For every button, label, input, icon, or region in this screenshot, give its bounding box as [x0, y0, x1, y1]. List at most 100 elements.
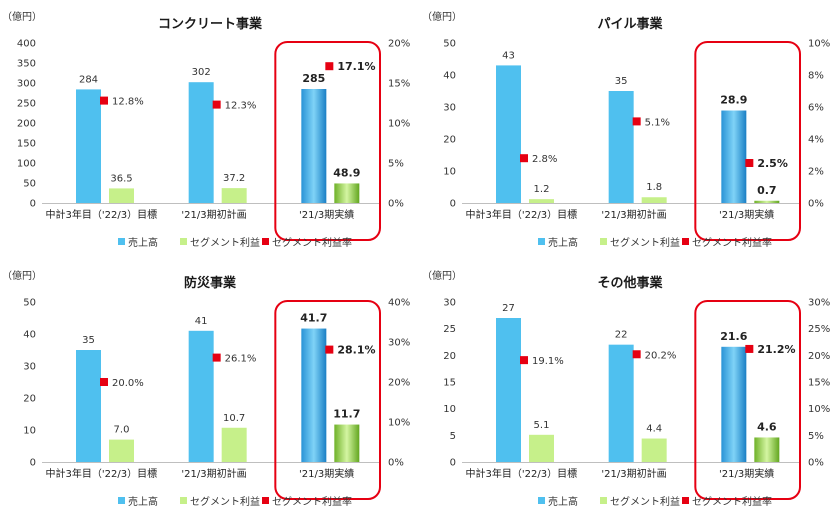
x-category-label: '21/3期実績 — [719, 208, 774, 221]
legend-swatch — [600, 497, 607, 504]
bar-sales — [301, 328, 327, 462]
y2-tick-label: 10% — [808, 404, 830, 415]
y2-tick-label: 15% — [808, 378, 830, 389]
data-label-rate: 28.1% — [337, 344, 375, 357]
data-label-rate: 20.2% — [645, 350, 677, 361]
bar-sales — [496, 65, 521, 204]
data-label-rate: 5.1% — [645, 117, 670, 128]
y2-tick-label: 30% — [388, 338, 410, 349]
y-tick-label: 5 — [450, 431, 456, 442]
y2-tick-label: 30% — [808, 298, 830, 309]
y-tick-label: 400 — [17, 39, 36, 50]
y-tick-label: 350 — [17, 59, 36, 70]
y2-tick-label: 20% — [388, 378, 410, 389]
bar-sales — [608, 344, 634, 462]
x-category-label: '21/3期実績 — [299, 467, 354, 480]
legend-label: 売上高 — [128, 236, 158, 249]
highlight-frame — [274, 41, 382, 241]
legend-label: セグメント利益 — [190, 236, 260, 249]
y-tick-label: 20 — [443, 351, 456, 362]
bar-sales — [76, 89, 101, 203]
y-tick-label: 0 — [30, 199, 36, 210]
x-category-label: 中計3年目（'22/3）目標 — [466, 467, 578, 480]
legend-label: セグメント利益 — [610, 236, 680, 249]
legend-swatch — [538, 238, 545, 245]
y-tick-label: 0 — [450, 458, 456, 469]
x-category-label: 中計3年目（'22/3）目標 — [46, 467, 158, 480]
data-label-rate: 21.2% — [757, 343, 795, 356]
y2-tick-label: 25% — [808, 324, 830, 335]
y2-tick-label: 10% — [388, 119, 410, 130]
legend-label: 売上高 — [548, 236, 578, 249]
y-axis-unit: （億円） — [2, 10, 42, 23]
y2-tick-label: 0% — [808, 458, 824, 469]
marker-rate — [745, 159, 754, 167]
y-tick-label: 10 — [443, 167, 456, 178]
legend-swatch — [262, 238, 269, 245]
marker-rate — [100, 378, 108, 386]
bar-profit — [529, 199, 554, 203]
x-category-label: 中計3年目（'22/3）目標 — [46, 208, 158, 221]
legend-label: 売上高 — [548, 495, 578, 508]
data-label-rate: 12.8% — [112, 97, 144, 108]
y-tick-label: 50 — [443, 39, 456, 50]
chart-panel: パイル事業 （億円） 0 10 20 30 40 50 0% 2% 4% 6% 8% 10% 43 1.2 2.… — [422, 10, 830, 249]
data-label-sales: 285 — [302, 72, 325, 85]
chart-title: パイル事業 — [597, 16, 663, 32]
data-label-profit: 1.8 — [646, 182, 662, 193]
data-label-profit: 4.6 — [757, 420, 777, 433]
marker-rate — [212, 353, 221, 362]
legend-swatch — [180, 497, 187, 504]
data-label-profit: 48.9 — [333, 166, 360, 179]
y-tick-label: 30 — [443, 298, 456, 309]
bar-sales — [76, 350, 101, 462]
data-label-sales: 35 — [615, 76, 628, 87]
data-label-sales: 28.9 — [720, 94, 747, 107]
x-category-label: '21/3期初計画 — [181, 467, 246, 480]
data-label-sales: 27 — [502, 303, 515, 314]
legend-swatch — [118, 497, 125, 504]
chart-panel: 防災事業 （億円） 0 10 20 30 40 50 0% 10% 20% 30% 40% 35 7.0 20… — [2, 269, 410, 508]
y-tick-label: 40 — [443, 71, 456, 82]
x-category-label: '21/3期実績 — [299, 208, 354, 221]
bar-sales — [301, 89, 327, 203]
y2-tick-label: 10% — [808, 39, 830, 50]
legend-swatch — [118, 238, 125, 245]
data-label-profit: 36.5 — [110, 173, 132, 184]
y-tick-label: 100 — [17, 159, 36, 170]
y-tick-label: 0 — [30, 458, 36, 469]
y2-tick-label: 4% — [808, 135, 824, 146]
x-category-label: '21/3期初計画 — [601, 208, 666, 221]
y2-tick-label: 2% — [808, 167, 824, 178]
chart-title: コンクリート事業 — [158, 16, 263, 32]
y-tick-label: 150 — [17, 139, 36, 150]
y-tick-label: 250 — [17, 99, 36, 110]
y-tick-label: 30 — [23, 362, 36, 373]
legend-label: セグメント利益 — [610, 495, 680, 508]
y-tick-label: 0 — [450, 199, 456, 210]
bar-profit — [221, 188, 247, 203]
data-label-profit: 5.1 — [534, 420, 550, 431]
bar-profit — [641, 197, 667, 203]
highlight-frame — [274, 300, 382, 500]
marker-rate — [520, 154, 528, 163]
y2-tick-label: 0% — [808, 199, 824, 210]
y-axis-unit: （億円） — [2, 269, 42, 282]
marker-rate — [745, 344, 754, 353]
y-tick-label: 10 — [23, 426, 36, 437]
chart-panel: コンクリート事業 （億円） 0 50 100 150 200 250 300 350 400 0% 5%… — [2, 10, 410, 249]
bar-sales — [721, 110, 747, 203]
data-label-profit: 7.0 — [114, 425, 130, 436]
x-category-label: '21/3期実績 — [719, 467, 774, 480]
y2-tick-label: 40% — [388, 298, 410, 309]
y-tick-label: 300 — [17, 79, 36, 90]
data-label-rate: 19.1% — [532, 356, 564, 367]
legend-label: 売上高 — [128, 495, 158, 508]
data-label-sales: 35 — [82, 335, 95, 346]
bar-sales — [188, 82, 214, 203]
bar-sales — [188, 330, 214, 462]
legend-label: セグメント利益率 — [272, 236, 352, 249]
y-tick-label: 20 — [443, 135, 456, 146]
bar-profit — [754, 200, 780, 203]
highlight-frame — [694, 41, 802, 241]
